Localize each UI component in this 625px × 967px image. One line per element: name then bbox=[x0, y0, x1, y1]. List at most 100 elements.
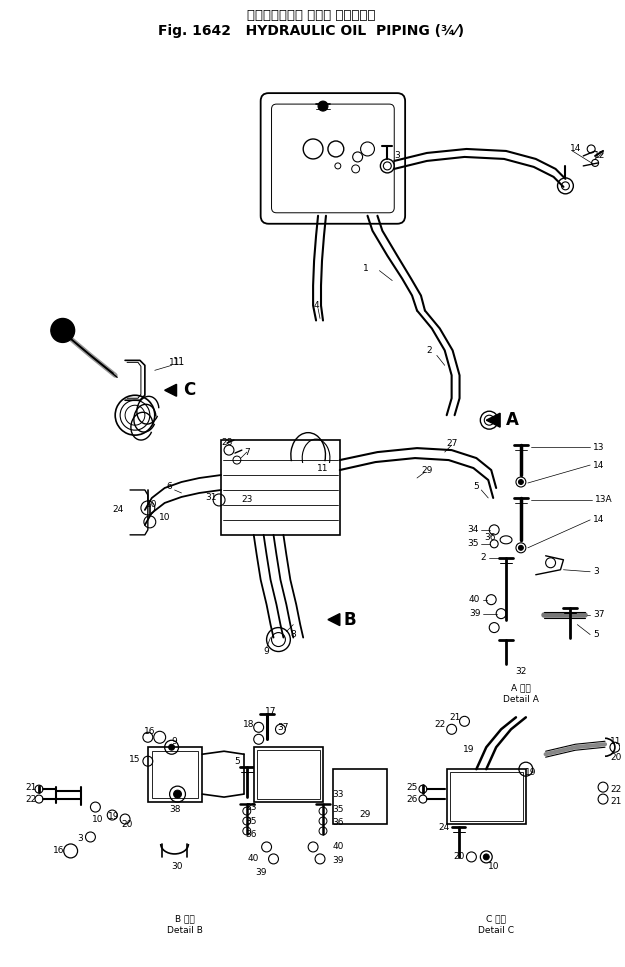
Circle shape bbox=[169, 745, 174, 750]
Bar bbox=[148, 747, 202, 802]
Text: 8: 8 bbox=[291, 630, 296, 639]
Text: 35: 35 bbox=[332, 805, 344, 813]
Text: 5: 5 bbox=[593, 630, 599, 639]
Text: 15: 15 bbox=[129, 754, 141, 764]
Text: 10: 10 bbox=[489, 863, 500, 871]
Text: 6: 6 bbox=[167, 483, 172, 491]
Text: 17: 17 bbox=[265, 707, 276, 716]
Bar bbox=[254, 747, 323, 802]
Text: 34: 34 bbox=[467, 525, 478, 535]
Polygon shape bbox=[328, 614, 340, 626]
Text: 4: 4 bbox=[313, 301, 319, 310]
Circle shape bbox=[483, 854, 489, 860]
Text: 20: 20 bbox=[121, 819, 132, 829]
Text: 22: 22 bbox=[26, 795, 37, 804]
Text: 21: 21 bbox=[610, 797, 621, 806]
Text: 26: 26 bbox=[406, 795, 418, 804]
Text: 36: 36 bbox=[245, 831, 256, 839]
Text: C: C bbox=[183, 381, 196, 399]
Text: 3: 3 bbox=[394, 152, 400, 161]
Text: 32: 32 bbox=[515, 667, 527, 676]
Circle shape bbox=[318, 102, 328, 111]
Bar bbox=[449, 773, 523, 821]
Circle shape bbox=[174, 790, 181, 798]
Text: 20: 20 bbox=[453, 853, 464, 862]
Text: 16: 16 bbox=[144, 727, 156, 736]
Text: 39: 39 bbox=[332, 857, 344, 865]
Text: 21: 21 bbox=[449, 713, 460, 721]
Text: A 詳細: A 詳細 bbox=[511, 683, 531, 692]
Text: 14: 14 bbox=[569, 144, 581, 154]
Text: B 詳細: B 詳細 bbox=[174, 914, 194, 923]
Text: 35: 35 bbox=[245, 816, 256, 826]
Text: 20: 20 bbox=[610, 752, 621, 762]
Text: 28: 28 bbox=[221, 438, 232, 447]
Text: 37: 37 bbox=[593, 610, 604, 619]
Bar bbox=[221, 440, 340, 535]
FancyBboxPatch shape bbox=[261, 93, 405, 223]
Text: 38: 38 bbox=[169, 805, 180, 813]
Text: ハイドロリック オイル パイピング: ハイドロリック オイル パイピング bbox=[247, 9, 376, 22]
Bar bbox=[447, 769, 526, 824]
Text: 24: 24 bbox=[438, 823, 449, 832]
Text: 19: 19 bbox=[462, 745, 474, 753]
Text: 33: 33 bbox=[332, 790, 344, 799]
Text: 5: 5 bbox=[234, 757, 240, 766]
Text: 14: 14 bbox=[593, 515, 604, 524]
Text: 10: 10 bbox=[146, 501, 158, 510]
Text: 3: 3 bbox=[593, 568, 599, 576]
Text: 10: 10 bbox=[159, 513, 171, 522]
Polygon shape bbox=[164, 384, 176, 396]
Text: B: B bbox=[343, 610, 356, 629]
Text: 19: 19 bbox=[525, 768, 536, 777]
Text: 5: 5 bbox=[474, 483, 479, 491]
Text: 2: 2 bbox=[481, 553, 486, 562]
Text: 39: 39 bbox=[469, 609, 481, 618]
Text: 35: 35 bbox=[467, 540, 478, 548]
Text: 36: 36 bbox=[484, 534, 496, 542]
Text: Detail A: Detail A bbox=[503, 695, 539, 704]
Text: 19: 19 bbox=[107, 811, 119, 821]
Text: 40: 40 bbox=[332, 842, 344, 852]
Text: 14: 14 bbox=[593, 460, 604, 470]
Circle shape bbox=[518, 480, 523, 484]
Text: 10: 10 bbox=[92, 814, 103, 824]
Text: 3: 3 bbox=[78, 835, 83, 843]
Text: 29: 29 bbox=[421, 465, 432, 475]
Text: 13: 13 bbox=[593, 443, 604, 452]
Circle shape bbox=[51, 318, 74, 342]
Text: 9: 9 bbox=[264, 647, 269, 656]
Text: 12: 12 bbox=[594, 152, 606, 161]
Text: 11: 11 bbox=[173, 358, 186, 367]
Text: 27: 27 bbox=[446, 439, 458, 448]
Text: 21: 21 bbox=[26, 782, 37, 792]
Text: A: A bbox=[506, 411, 518, 429]
Text: 16: 16 bbox=[53, 846, 64, 856]
Text: 25: 25 bbox=[406, 782, 418, 792]
Text: 40: 40 bbox=[469, 595, 481, 604]
Polygon shape bbox=[486, 413, 500, 427]
Text: 37: 37 bbox=[278, 722, 289, 732]
Text: Fig. 1642   HYDRAULIC OIL  PIPING (¾⁄​): Fig. 1642 HYDRAULIC OIL PIPING (¾⁄​) bbox=[158, 24, 464, 39]
Text: Detail B: Detail B bbox=[166, 926, 202, 935]
Text: C 詳細: C 詳細 bbox=[486, 914, 506, 923]
Text: Detail C: Detail C bbox=[478, 926, 514, 935]
Text: 33: 33 bbox=[245, 803, 256, 811]
Text: 24: 24 bbox=[112, 506, 124, 514]
Text: 31: 31 bbox=[206, 493, 217, 503]
Text: 29: 29 bbox=[360, 809, 371, 818]
Text: 36: 36 bbox=[332, 817, 344, 827]
Bar bbox=[333, 769, 388, 824]
Text: 9: 9 bbox=[172, 737, 177, 746]
Bar bbox=[152, 751, 198, 798]
Text: 1: 1 bbox=[362, 264, 368, 273]
Text: 11: 11 bbox=[610, 737, 621, 746]
Circle shape bbox=[518, 545, 523, 550]
Text: 11: 11 bbox=[169, 358, 180, 366]
Text: 39: 39 bbox=[255, 868, 266, 877]
Text: 2: 2 bbox=[426, 346, 432, 355]
Bar bbox=[257, 750, 320, 799]
Text: 22: 22 bbox=[610, 784, 621, 794]
Text: 40: 40 bbox=[248, 855, 259, 864]
Text: 23: 23 bbox=[241, 495, 252, 505]
